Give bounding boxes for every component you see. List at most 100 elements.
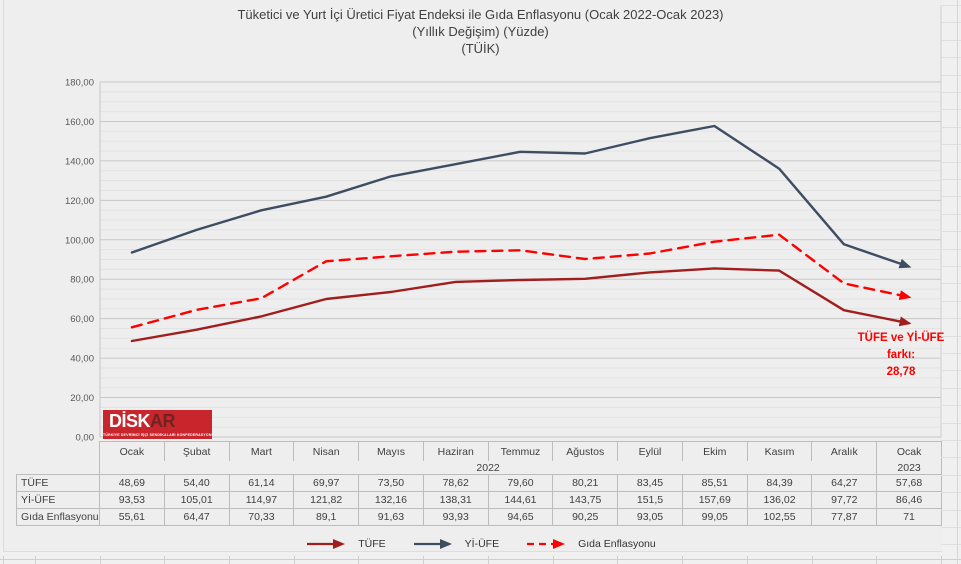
- table-value-cell: 121,82: [293, 491, 360, 509]
- worksheet-gridline: [941, 109, 961, 110]
- month-header-cell: Eylül: [617, 441, 683, 461]
- worksheet-gridline: [229, 556, 230, 564]
- worksheet-gridline: [423, 556, 424, 564]
- table-value-cell: 99,05: [681, 508, 748, 526]
- worksheet-gridline: [358, 556, 359, 564]
- worksheet-gridline: [957, 0, 958, 564]
- annotation-line-2: farkı:: [886, 349, 916, 361]
- table-value-cell: 61,14: [228, 474, 295, 492]
- worksheet-gridline: [941, 283, 961, 284]
- diskar-logo-text-accent: AR: [150, 411, 176, 431]
- table-value-cell: 80,21: [552, 474, 619, 492]
- month-header-cell: Ocak: [876, 441, 942, 461]
- worksheet-gridline: [488, 556, 489, 564]
- diskar-logo: DİSK AR TÜRKİYE DEVRİMCİ İŞÇİ SENDİKALARI…: [103, 410, 212, 439]
- chart-title-line-3: (TÜİK): [461, 41, 500, 56]
- diskar-logo-text-main: DİSK: [109, 411, 151, 431]
- month-header-cell: Şubat: [163, 441, 230, 461]
- legend-item-gıda-enflasyonu: Gıda Enflasyonu: [525, 538, 656, 550]
- worksheet-gridline: [941, 40, 961, 41]
- worksheet-gridline: [941, 492, 961, 493]
- chart-title-line-1: Tüketici ve Yurt İçi Üretici Fiyat Endek…: [237, 7, 724, 22]
- worksheet-gridline: [941, 388, 961, 389]
- legend-item-yi-üfe: Yİ-ÜFE: [412, 538, 499, 550]
- worksheet-gridline: [941, 370, 961, 371]
- table-value-cell: 151,5: [617, 491, 683, 509]
- worksheet-gridline: [941, 127, 961, 128]
- legend-line-sample: [413, 539, 452, 549]
- chart-data-table: Ocak Şubat Mart Nisan Mayıs Haziran Temmuz Ağus…: [16, 441, 942, 526]
- table-value-cell: 97,72: [811, 491, 878, 509]
- month-header-cell: Ekim: [681, 441, 748, 461]
- table-value-cell: 90,25: [552, 508, 619, 526]
- worksheet-gridline: [941, 318, 961, 319]
- table-value-cell: 85,51: [681, 474, 748, 492]
- diskar-logo-subtitle: TÜRKİYE DEVRİMCİ İŞÇİ SENDİKALARI KONFED…: [103, 432, 212, 439]
- worksheet-gridline: [812, 556, 813, 564]
- month-header-cell: Ağustos: [552, 441, 619, 461]
- legend-line-sample: [527, 539, 566, 549]
- worksheet-gridline: [941, 179, 961, 180]
- table-corner-cell: [17, 442, 100, 462]
- table-value-cell: 55,61: [99, 508, 165, 526]
- legend-item-tüfe: TÜFE: [305, 538, 386, 550]
- series-line-tüfe: [130, 267, 912, 343]
- table-row-label: Gıda Enflasyonu: [16, 508, 100, 526]
- worksheet-gridline: [876, 556, 877, 564]
- worksheet-gridline: [941, 353, 961, 354]
- worksheet-gridline: [941, 75, 961, 76]
- table-value-cell: 93,05: [617, 508, 683, 526]
- y-axis-tick-label: 0,00: [76, 433, 95, 444]
- worksheet-gridline: [941, 423, 961, 424]
- y-axis-tick-label: 120,00: [65, 196, 94, 207]
- worksheet-gridline: [941, 196, 961, 197]
- annotation-line-1: TÜFE ve Yİ-ÜFE: [857, 332, 945, 344]
- table-value-cell: 94,65: [487, 508, 554, 526]
- worksheet-gridline: [941, 336, 961, 337]
- table-value-cell: 73,50: [358, 474, 424, 492]
- table-value-cell: 83,45: [617, 474, 683, 492]
- y-axis-tick-label: 60,00: [70, 314, 94, 325]
- table-value-cell: 86,46: [876, 491, 942, 509]
- table-value-cell: 78,62: [422, 474, 489, 492]
- table-value-cell: 157,69: [681, 491, 748, 509]
- worksheet-gridline: [941, 5, 961, 6]
- worksheet-gridline: [941, 405, 961, 406]
- worksheet-gridline: [941, 544, 961, 545]
- worksheet-gridline: [941, 510, 961, 511]
- table-value-cell: 79,60: [487, 474, 554, 492]
- worksheet-gridline: [100, 556, 101, 564]
- y-axis-tick-label: 20,00: [70, 393, 94, 404]
- worksheet-gridline: [941, 162, 961, 163]
- table-value-cell: 91,63: [358, 508, 424, 526]
- worksheet-gridline: [941, 57, 961, 58]
- month-header-cell: Temmuz: [487, 441, 554, 461]
- table-value-cell: 70,33: [228, 508, 295, 526]
- worksheet-gridline: [941, 249, 961, 250]
- minor-gridlines: [100, 91, 941, 428]
- legend-line-sample: [307, 539, 346, 549]
- worksheet-gridline: [3, 556, 4, 564]
- chart-legend: TÜFE Yİ-ÜFE Gıda Enflasyonu: [0, 535, 961, 553]
- legend-label: TÜFE: [358, 538, 386, 550]
- table-value-cell: 132,16: [358, 491, 424, 509]
- worksheet-gridline: [941, 231, 961, 232]
- month-header-cell: Kasım: [746, 441, 813, 461]
- worksheet-gridline: [941, 556, 942, 564]
- y-axis-tick-label: 100,00: [65, 235, 94, 246]
- worksheet-gridline: [941, 214, 961, 215]
- month-header-cell: Haziran: [422, 441, 489, 461]
- table-corner-cell: [17, 461, 100, 475]
- month-header-cell: Aralık: [811, 441, 878, 461]
- worksheet-gridline: [941, 92, 961, 93]
- difference-annotation: TÜFE ve Yİ-ÜFE farkı: 28,78: [845, 330, 957, 381]
- worksheet-gridline: [294, 556, 295, 564]
- chart-title: Tüketici ve Yurt İçi Üretici Fiyat Endek…: [0, 6, 961, 57]
- table-value-cell: 48,69: [99, 474, 165, 492]
- year-header-cell: 2023: [876, 461, 942, 475]
- y-axis-tick-label: 180,00: [65, 78, 94, 89]
- table-value-cell: 105,01: [163, 491, 230, 509]
- table-value-cell: 54,40: [163, 474, 230, 492]
- chart-title-line-2: (Yıllık Değişim) (Yüzde): [412, 24, 549, 39]
- month-header-cell: Nisan: [293, 441, 360, 461]
